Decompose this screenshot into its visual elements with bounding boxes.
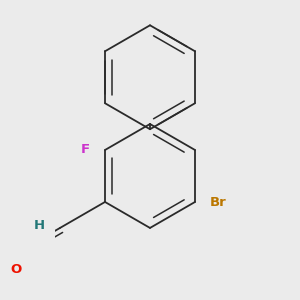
Text: O: O <box>11 263 22 276</box>
Text: Br: Br <box>210 196 227 209</box>
Text: F: F <box>80 142 90 156</box>
Text: H: H <box>34 219 45 232</box>
